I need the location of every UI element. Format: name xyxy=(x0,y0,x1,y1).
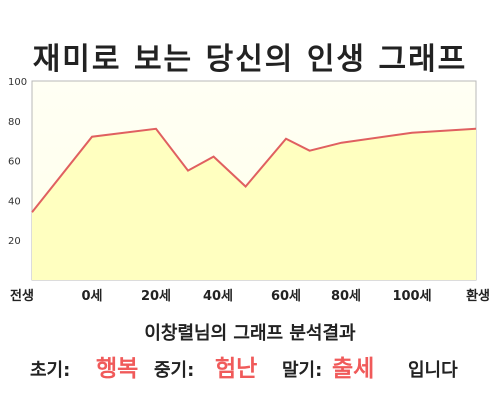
series-line xyxy=(31,127,477,213)
chart-title: 재미로 보는 당신의 인생 그래프 xyxy=(32,42,468,77)
y-tick-label: 60 xyxy=(8,157,21,168)
x-tick-label: 20세 xyxy=(141,289,171,304)
y-tick-label: 40 xyxy=(8,196,21,207)
late-value: 출세 xyxy=(332,356,375,382)
early-value: 행복 xyxy=(96,356,139,382)
early-label: 초기: xyxy=(30,360,71,381)
x-tick-label: 60세 xyxy=(271,289,301,304)
x-tick-label: 100세 xyxy=(392,289,431,304)
ending-text: 입니다 xyxy=(408,360,458,381)
x-tick-label: 환생 xyxy=(466,288,490,304)
x-tick-label: 전생 xyxy=(10,288,34,304)
y-tick-label: 20 xyxy=(8,236,21,247)
x-tick-label: 80세 xyxy=(331,289,361,304)
y-tick-label: 80 xyxy=(8,117,21,128)
mid-value: 험난 xyxy=(215,356,258,382)
area-fill xyxy=(32,128,476,280)
x-tick-label: 40세 xyxy=(203,289,233,304)
analysis-summary: 이창렬님의 그래프 분석결과 xyxy=(144,323,356,344)
mid-label: 중기: xyxy=(154,360,195,381)
result-line: 초기: 행복 중기: 험난 말기: 출세 입니다 xyxy=(0,346,500,382)
late-label: 말기: xyxy=(282,360,323,381)
y-tick-label: 100 xyxy=(8,77,27,88)
x-tick-label: 0세 xyxy=(81,289,102,304)
